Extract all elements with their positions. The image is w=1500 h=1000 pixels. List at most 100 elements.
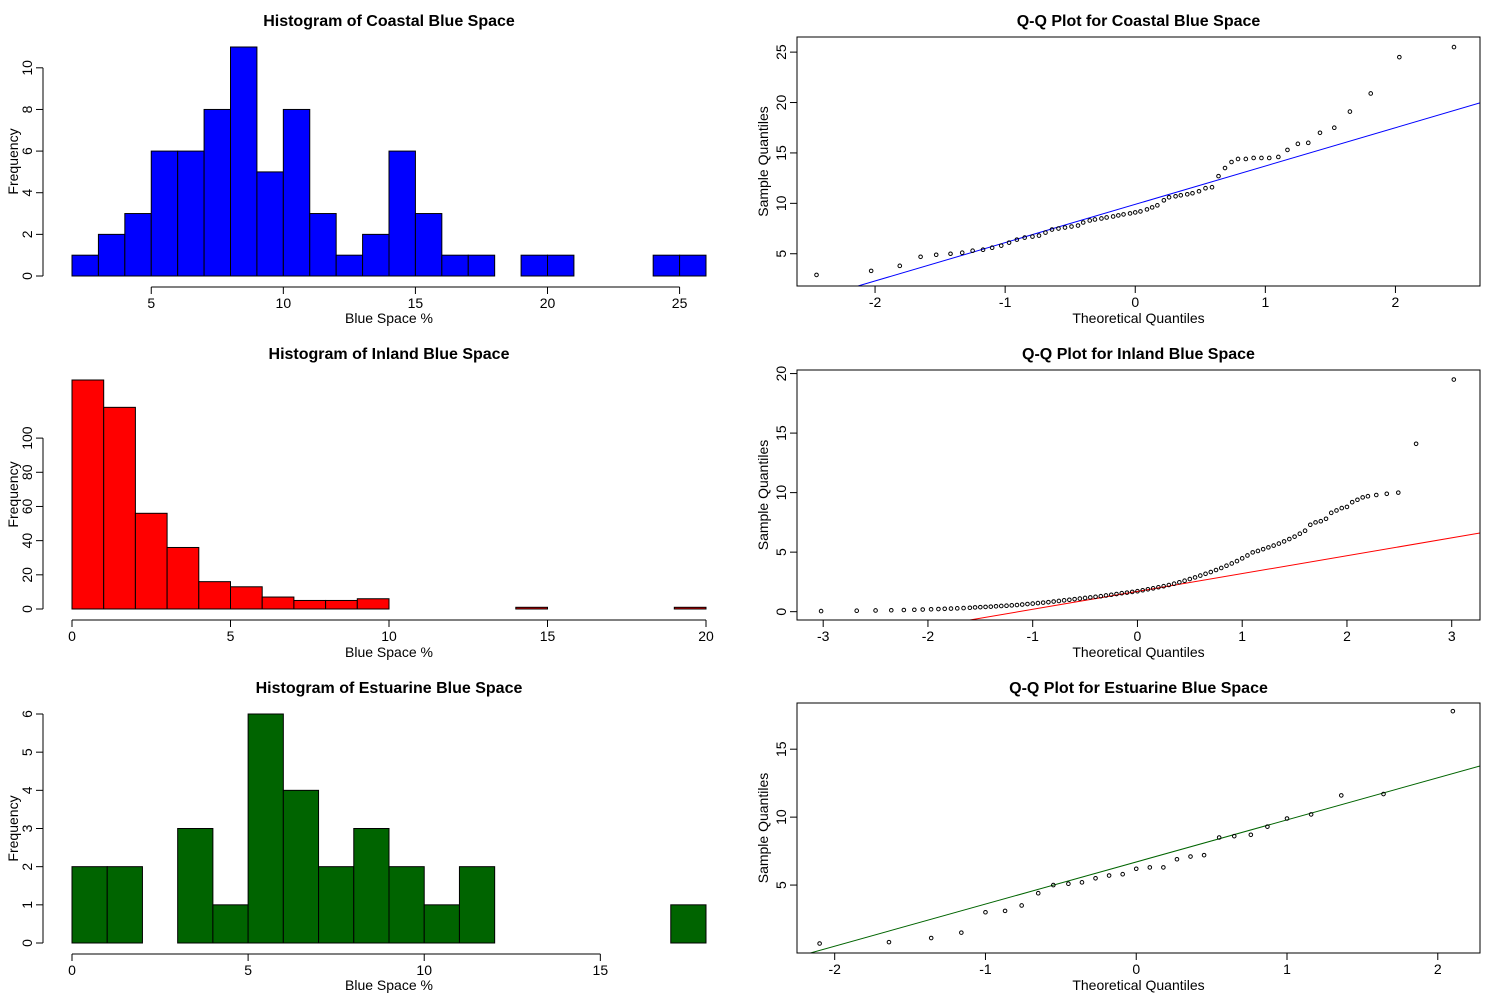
qq-point [1056,226,1061,231]
histogram-bar [520,254,548,277]
qq-point [1360,495,1365,500]
x-axis-label: Theoretical Quantiles [1072,644,1204,660]
qq-point [1248,832,1254,838]
y-tick-label: 20 [773,95,789,111]
histogram-bar [71,379,105,610]
x-tick-label: 0 [1132,961,1140,977]
histogram-bar [261,596,295,610]
qq-point [980,247,986,253]
qq-point [1121,212,1126,217]
qq-point [1216,835,1222,840]
qq-point [961,605,966,611]
qq-point [1161,865,1166,870]
qq-point [901,607,907,613]
qq-point [1323,516,1329,522]
qq-point [1093,594,1098,600]
qq-point [1145,586,1151,592]
qq-point [1106,873,1112,878]
x-tick-label: 10 [416,962,432,978]
histogram-bar [388,150,416,277]
qq-reference-line [966,532,1480,620]
qq-point [1292,534,1297,539]
qq-point [1036,233,1042,238]
histogram-bar [670,904,707,944]
qq-point [854,608,860,614]
qq-point [970,248,975,254]
x-tick-label: 20 [698,628,714,644]
histogram-bar [256,171,284,277]
plot-title: Q-Q Plot for Estuarine Blue Space [1009,680,1268,697]
qq-point [1088,595,1093,600]
histogram-bar [423,904,460,944]
histogram-bar [362,233,390,277]
histogram-bar [388,866,425,944]
x-tick-label: 15 [408,295,424,311]
qq-point [1043,230,1048,235]
qq-point [1384,491,1390,497]
qq-point [1110,214,1116,219]
histogram-bar [103,406,136,610]
qq-point [1203,571,1208,577]
qq-plot-1: Q-Q Plot for Coastal Blue Space Theoretic… [755,13,1481,326]
qq-point [1051,882,1056,888]
y-tick-label: 10 [773,809,789,825]
x-tick-label: 0 [68,962,76,978]
y-tick-label: 0 [19,605,35,613]
qq-point [1308,812,1314,817]
qq-point [1222,165,1228,171]
qq-point [1166,194,1172,200]
histogram-bar [106,866,143,944]
qq-point [1243,156,1249,162]
qq-point [1259,155,1264,161]
plot-frame [796,369,1481,621]
qq-point [1201,852,1207,858]
qq-point [1174,856,1180,862]
qq-point [959,250,965,256]
qq-point [1119,590,1125,596]
qq-point [1250,550,1255,555]
qq-point [1144,207,1150,212]
qq-point [1014,237,1020,242]
x-axis-label: Theoretical Quantiles [1072,977,1204,993]
x-tick-label: 25 [672,295,688,311]
histogram-4: Histogram of Estuarine Blue Space Blue Sp… [5,680,707,993]
qq-point [1019,602,1025,607]
qq-point [1451,377,1457,382]
qq-point [928,606,934,612]
qq-point [1098,593,1104,599]
y-tick-label: 20 [773,366,789,382]
qq-point [1140,587,1145,593]
y-tick-label: 10 [773,485,789,501]
x-tick-label: 2 [1392,294,1400,310]
qq-point [1099,216,1104,221]
qq-point [1413,441,1419,447]
histogram-bar [282,108,311,277]
histogram-bar [203,108,231,277]
y-tick-label: 40 [19,533,35,549]
qq-point [1129,589,1135,595]
qq-point [1103,593,1109,598]
qq-point [1302,528,1308,534]
qq-point [1381,791,1386,797]
qq-point [1231,833,1237,839]
histogram-bar [230,586,263,610]
qq-point [918,254,923,260]
qq-point [1067,597,1072,603]
histogram-bar [134,512,168,610]
qq-point [928,935,934,941]
plot-title: Q-Q Plot for Inland Blue Space [1022,346,1255,363]
qq-point [1009,603,1015,608]
x-tick-label: 0 [68,628,76,644]
qq-point [1265,824,1270,829]
qq-point [1093,875,1098,881]
qq-point [1177,579,1182,585]
qq-point [1255,548,1261,554]
y-tick-label: 0 [773,608,789,616]
histogram-2: Histogram of Inland Blue Space Blue Space… [5,346,714,660]
x-tick-label: 15 [593,962,609,978]
histogram-bar [458,866,496,944]
qq-point [1271,543,1276,548]
qq-point [1224,563,1229,569]
histogram-bar [247,713,284,944]
qq-point [1305,140,1311,146]
